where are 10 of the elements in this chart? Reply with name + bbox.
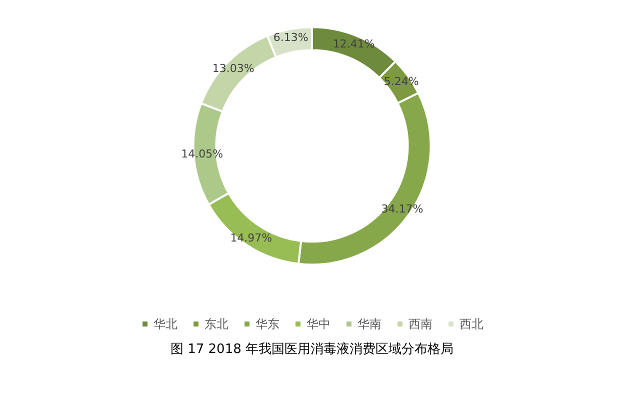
legend-label: 华东 <box>256 317 280 331</box>
data-label: 12.41% <box>332 37 375 50</box>
legend-label: 华中 <box>306 317 330 331</box>
data-label: 6.13% <box>273 31 308 44</box>
text: 图 17 2018 年我国医用消毒液消费区域分布格局 <box>170 342 454 357</box>
legend-label: 华北 <box>154 317 178 331</box>
legend-label: 东北 <box>204 317 228 331</box>
legend-label: 西北 <box>460 317 484 331</box>
legend-label: 西南 <box>408 317 432 331</box>
legend-label: 华南 <box>358 317 382 331</box>
